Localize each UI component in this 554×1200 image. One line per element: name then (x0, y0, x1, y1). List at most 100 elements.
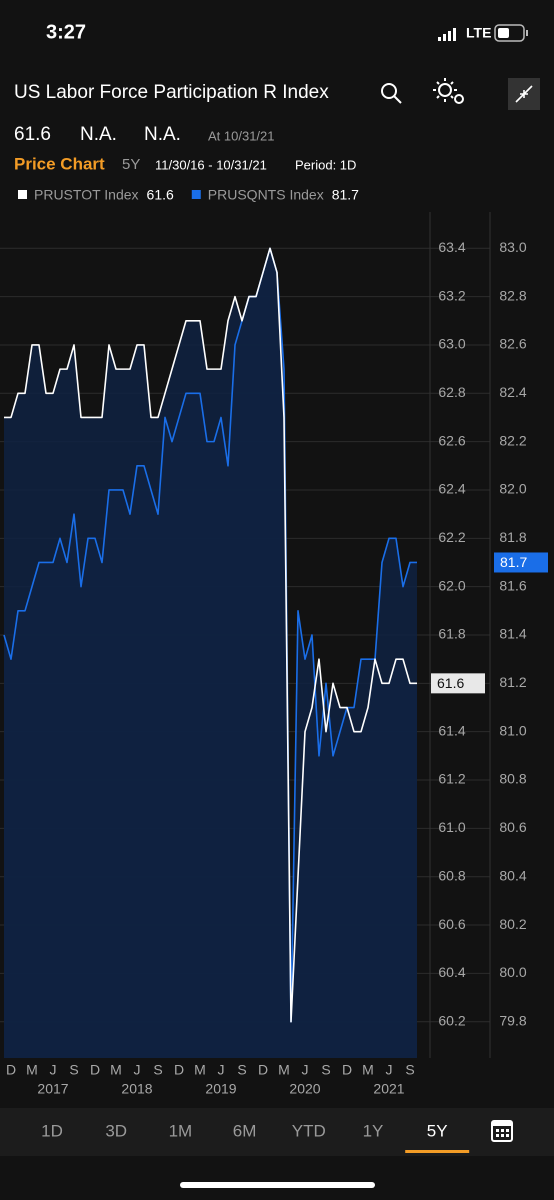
y-tick-label: 60.4 (438, 964, 465, 980)
y2-tick-label: 81.6 (499, 577, 526, 593)
calendar-button[interactable] (491, 1120, 513, 1142)
legend-swatch (18, 190, 27, 199)
y2-tick-label: 81.2 (499, 674, 526, 690)
x-tick-label: S (321, 1062, 330, 1078)
series-line (3, 247, 417, 1023)
x-tick-label: J (302, 1062, 309, 1078)
minimize-button[interactable] (508, 78, 540, 110)
y2-tick-label: 80.8 (499, 771, 526, 787)
home-indicator (180, 1182, 375, 1188)
x-tick-label: D (174, 1062, 184, 1078)
search-button[interactable] (381, 83, 402, 104)
x-year-label: 2021 (373, 1081, 404, 1097)
range-tabs: 1D 3D 1M 6M YTD 1Y 5Y (41, 1121, 470, 1153)
y2-tick-label: 82.0 (499, 481, 526, 497)
y-tick-label: 60.8 (438, 867, 465, 883)
y2-tick-label: 82.6 (499, 336, 526, 352)
x-tick-label: D (342, 1062, 352, 1078)
chart-name[interactable]: Price Chart (14, 154, 105, 173)
range-tab[interactable]: YTD (292, 1121, 326, 1140)
y2-tick-label: 80.6 (499, 819, 526, 835)
plot: 60.2 60.4 60.6 60.8 61.0 61.2 61.4 61.6 61.8 62.0… (0, 212, 548, 1097)
y-tick-label: 61.8 (438, 626, 465, 642)
x-tick-label: J (386, 1062, 393, 1078)
y-tick-label: 62.8 (438, 384, 465, 400)
x-tick-label: S (153, 1062, 162, 1078)
series-line (4, 247, 417, 1023)
x-tick-label: M (194, 1062, 206, 1078)
y2-tick-label: 81.4 (499, 626, 526, 642)
x-year-label: 2020 (289, 1081, 320, 1097)
clock: 3:27 (46, 21, 86, 43)
legend: PRUSTOT Index 61.6 PRUSQNTS Index 81.7 (18, 187, 359, 203)
range-tab[interactable]: 1M (169, 1121, 193, 1140)
range-tab[interactable]: 5Y (427, 1121, 448, 1140)
y2-tick-label: 79.8 (499, 1012, 526, 1028)
page-title: US Labor Force Participation R Index (14, 82, 329, 103)
y2-tick-label: 80.0 (499, 964, 526, 980)
y2-tick-label: 80.4 (499, 867, 526, 883)
x-tick-label: J (50, 1062, 57, 1078)
network-label: LTE (466, 25, 491, 41)
selected-tab-underline (405, 1150, 470, 1153)
y2-tick-label: 81.0 (499, 722, 526, 738)
percent-change: N.A. (144, 124, 181, 145)
battery-icon (494, 24, 528, 42)
x-tick-label: D (90, 1062, 100, 1078)
y-tick-label: 62.6 (438, 432, 465, 448)
x-tick-label: J (218, 1062, 225, 1078)
legend-label: PRUSTOT Index (34, 187, 139, 203)
x-tick-label: M (110, 1062, 122, 1078)
legend-value: 81.7 (332, 187, 359, 203)
y2-tick-label: 82.2 (499, 432, 526, 448)
y-tick-label: 60.6 (438, 916, 465, 932)
y-tick-label: 62.0 (438, 577, 465, 593)
date-range: 11/30/16 - 10/31/21 (155, 157, 267, 172)
period: Period: 1D (295, 157, 356, 172)
net-change: N.A. (80, 124, 117, 145)
y-tick-label: 62.4 (438, 481, 465, 497)
series-area (4, 248, 417, 1058)
x-tick-label: D (6, 1062, 16, 1078)
x-tick-label: J (134, 1062, 141, 1078)
x-tick-label: M (278, 1062, 290, 1078)
x-tick-label: M (26, 1062, 38, 1078)
legend-value: 61.6 (147, 187, 174, 203)
signal-icon (438, 28, 456, 41)
range-tab[interactable]: 1Y (363, 1121, 384, 1140)
y2-tick-label: 80.2 (499, 916, 526, 932)
range-label: 5Y (122, 156, 140, 173)
legend-label: PRUSQNTS Index (208, 187, 324, 203)
range-tab[interactable]: 6M (233, 1121, 257, 1140)
x-year-label: 2019 (205, 1081, 236, 1097)
y2-tick-label: 83.0 (499, 239, 526, 255)
y2-tick-label: 81.8 (499, 529, 526, 545)
y-tick-label: 61.0 (438, 819, 465, 835)
x-year-label: 2018 (121, 1081, 152, 1097)
y2-tick-label: 82.8 (499, 287, 526, 303)
range-tab[interactable]: 3D (105, 1121, 127, 1140)
y-tick-label: 61.4 (438, 722, 465, 738)
y-tick-label: 61.2 (438, 771, 465, 787)
last-value-chip (431, 673, 485, 694)
last-value-label: 81.7 (500, 554, 527, 570)
y-tick-label: 60.2 (438, 1012, 465, 1028)
x-year-label: 2017 (37, 1081, 68, 1097)
range-tab[interactable]: 1D (41, 1121, 63, 1140)
y-tick-label: 62.2 (438, 529, 465, 545)
x-tick-label: D (258, 1062, 268, 1078)
x-tick-label: S (237, 1062, 246, 1078)
x-tick-label: M (362, 1062, 374, 1078)
last-value-chip (494, 552, 548, 573)
tab-bar (0, 1108, 554, 1156)
y2-tick-label: 82.4 (499, 384, 526, 400)
y-tick-label: 63.0 (438, 336, 465, 352)
settings-button[interactable] (433, 78, 464, 104)
last-price: 61.6 (14, 124, 51, 145)
y-tick-label: 63.2 (438, 287, 465, 303)
x-tick-label: S (405, 1062, 414, 1078)
last-value-label: 61.6 (437, 675, 464, 691)
legend-swatch (191, 190, 201, 199)
